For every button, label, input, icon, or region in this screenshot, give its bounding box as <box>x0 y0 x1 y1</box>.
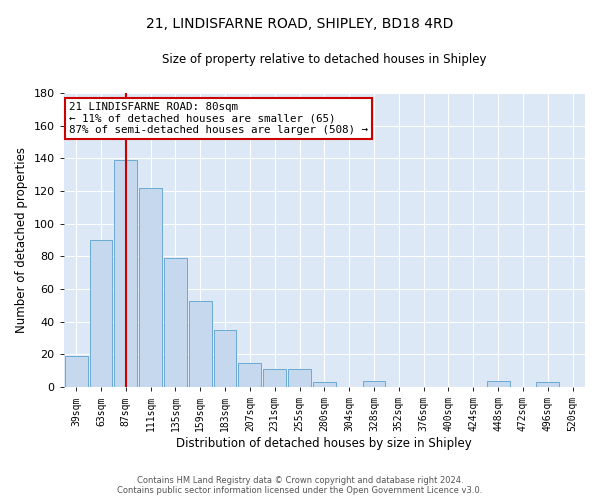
Bar <box>487 380 509 387</box>
Y-axis label: Number of detached properties: Number of detached properties <box>15 147 28 333</box>
Bar <box>164 258 187 387</box>
Text: 21 LINDISFARNE ROAD: 80sqm
← 11% of detached houses are smaller (65)
87% of semi: 21 LINDISFARNE ROAD: 80sqm ← 11% of deta… <box>69 102 368 135</box>
Bar <box>362 380 385 387</box>
Bar <box>89 240 112 387</box>
Bar <box>313 382 336 387</box>
Bar <box>288 369 311 387</box>
Text: 21, LINDISFARNE ROAD, SHIPLEY, BD18 4RD: 21, LINDISFARNE ROAD, SHIPLEY, BD18 4RD <box>146 18 454 32</box>
Title: Size of property relative to detached houses in Shipley: Size of property relative to detached ho… <box>162 52 487 66</box>
Bar <box>139 188 162 387</box>
Bar <box>65 356 88 387</box>
Bar <box>238 362 262 387</box>
Bar <box>214 330 236 387</box>
Bar <box>115 160 137 387</box>
Bar <box>263 369 286 387</box>
Bar <box>536 382 559 387</box>
Bar <box>189 300 212 387</box>
X-axis label: Distribution of detached houses by size in Shipley: Distribution of detached houses by size … <box>176 437 472 450</box>
Text: Contains HM Land Registry data © Crown copyright and database right 2024.
Contai: Contains HM Land Registry data © Crown c… <box>118 476 482 495</box>
